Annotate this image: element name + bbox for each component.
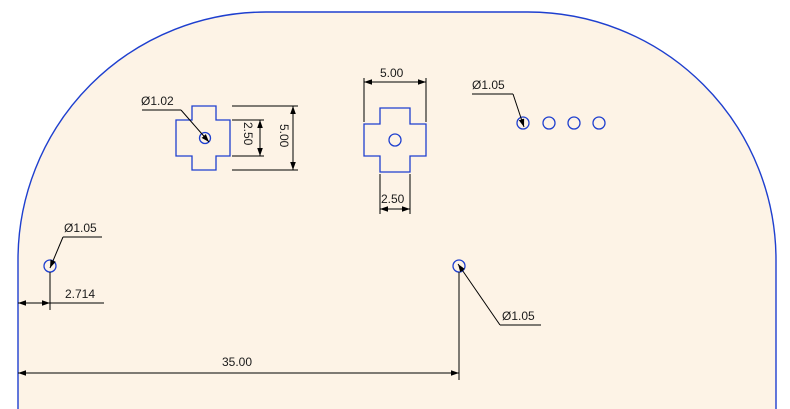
label-span-bottom: 35.00 — [222, 355, 252, 369]
dim-slot-cross-center: 2.50 — [379, 174, 411, 214]
cross-cutout-left — [175, 105, 231, 171]
label-slot-cross-left: 2.50 — [241, 122, 255, 146]
dim-slot-cross-left: 2.50 — [232, 119, 264, 157]
cross-center-hole — [388, 133, 402, 147]
label-height-cross-left: 5.00 — [277, 124, 291, 148]
dim-dia-center-hole: Ø1.05 — [457, 263, 541, 326]
label-dia-cross-left: Ø1.02 — [141, 94, 174, 108]
dim-width-cross-center: 5.00 — [363, 66, 427, 122]
label-offset-left-hole: 2.714 — [65, 287, 95, 301]
hole-row — [516, 116, 606, 130]
dim-dia-holes-row: Ø1.05 — [472, 78, 525, 128]
label-dia-holes-row: Ø1.05 — [472, 78, 505, 92]
label-width-cross-center: 5.00 — [380, 66, 404, 80]
dim-dia-left-hole: Ø1.05 — [49, 221, 102, 269]
dim-dia-cross-left: Ø1.02 — [141, 94, 210, 143]
dim-offset-left-hole: 2.714 — [18, 272, 104, 310]
hole-row-4 — [592, 116, 606, 130]
label-slot-cross-center: 2.50 — [381, 192, 405, 206]
hole-row-2 — [542, 116, 556, 130]
dim-span-bottom: 35.00 — [18, 272, 460, 380]
hole-row-3 — [567, 116, 581, 130]
cross-left-hole — [198, 131, 212, 145]
label-dia-center-hole: Ø1.05 — [502, 309, 535, 323]
cross-cutout-center — [363, 107, 427, 173]
dim-height-cross-left: 5.00 — [232, 105, 298, 171]
label-dia-left-hole: Ø1.05 — [64, 221, 97, 235]
hole-row-1 — [516, 116, 530, 130]
